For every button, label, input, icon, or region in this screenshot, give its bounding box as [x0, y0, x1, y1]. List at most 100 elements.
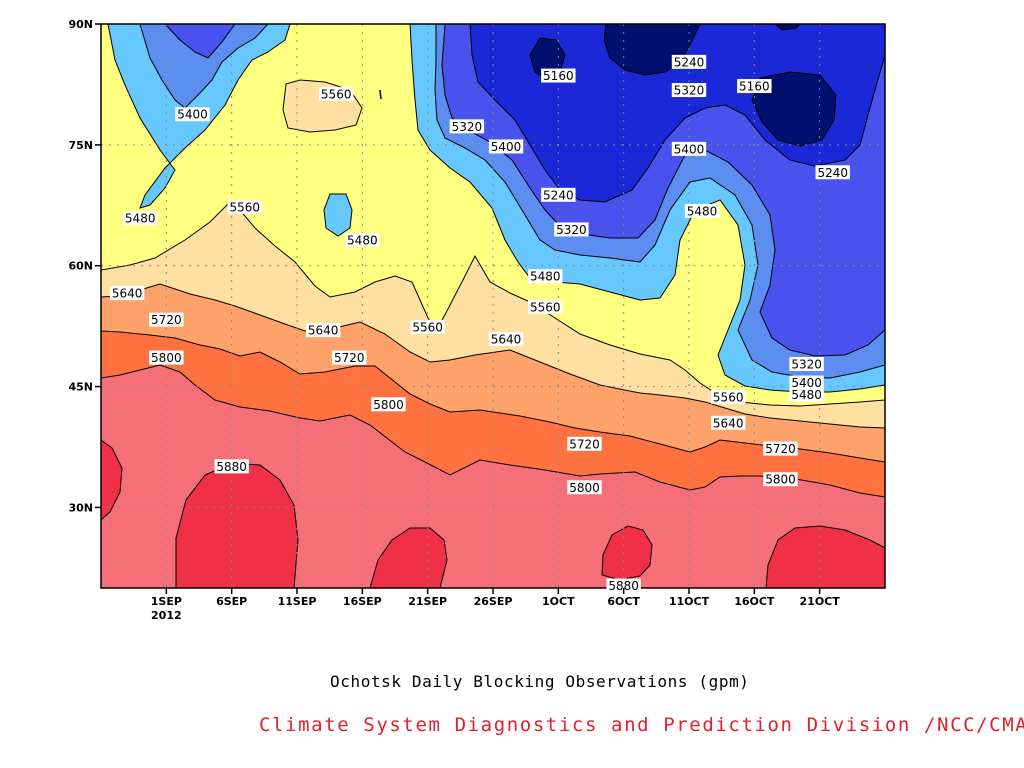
contour-label: 5880 [608, 579, 639, 593]
chart-title: Ochotsk Daily Blocking Observations (gpm… [330, 672, 750, 691]
contour-detail [379, 89, 382, 100]
x-tick-label: 26SEP [474, 595, 513, 608]
contour-label: 5480 [530, 270, 561, 284]
contour-label: 5160 [739, 80, 770, 94]
contour-label-box [737, 79, 772, 94]
contour-label-box [567, 480, 602, 495]
contour-label-box [763, 472, 798, 487]
contour-fills [101, 24, 885, 588]
contour-label-box [789, 375, 824, 390]
x-tick-label: 16SEP [343, 595, 382, 608]
contour-label: 5480 [347, 233, 378, 247]
x-tick-label: 1SEP [151, 595, 182, 608]
contour-label-box [554, 222, 589, 237]
fill-5160-5240 [469, 24, 885, 203]
credit-text: Climate System Diagnostics and Predictio… [259, 714, 1024, 736]
contour-label: 5400 [491, 140, 522, 154]
contour-label-box [305, 323, 341, 338]
contour-label-box [319, 87, 354, 102]
contour-label-box [332, 350, 367, 365]
contour-label: 5320 [452, 120, 483, 134]
contour-label-box [763, 441, 798, 456]
contour-label-box [711, 390, 746, 405]
x-tick-label: 11OCT [669, 595, 710, 608]
contour-labels: 5160 5240 5160 5320 5320 5400 5560 5400 5400 5240… [109, 54, 850, 593]
fill-above-5880 [601, 525, 653, 581]
contour-label: 5720 [569, 437, 600, 451]
contour-label: 5560 [713, 391, 744, 405]
contour-label: 5480 [687, 204, 718, 218]
x-tick-label: 6OCT [607, 595, 640, 608]
contour-label-box [541, 187, 576, 202]
x-tick-label: 21OCT [800, 595, 841, 608]
x-tick-label: 1OCT [542, 595, 575, 608]
contour-label: 5320 [791, 358, 822, 372]
contour-label-box [671, 83, 707, 98]
contour-label-box [789, 387, 824, 402]
contour-label: 5240 [817, 166, 848, 180]
contour-label-box [815, 165, 850, 180]
contour-label-box [684, 203, 720, 218]
x-tick-label: 16OCT [734, 595, 775, 608]
contour-label-box [410, 319, 445, 334]
contour-label: 5800 [569, 481, 600, 495]
contour-label-box [149, 350, 184, 365]
contour-label: 5160 [543, 69, 574, 83]
contour-label-box [528, 299, 563, 314]
contour-label-box [149, 312, 184, 327]
fill-above-5880 [369, 527, 448, 588]
contour-label: 5640 [491, 333, 522, 347]
contour-label: 5400 [177, 108, 208, 122]
contour-label: 5640 [112, 287, 143, 301]
y-tick-label: 45N [68, 381, 93, 394]
fill-5240-5320 [164, 24, 236, 59]
contour-label-box [541, 68, 576, 83]
contour-label-box [175, 107, 210, 122]
fill-above-5880 [175, 462, 299, 588]
contour-label: 5720 [334, 351, 365, 365]
x-year-label: 2012 [151, 609, 182, 622]
fill-5400-5480 [323, 193, 353, 237]
contour-label-box [671, 141, 707, 156]
contour-label: 5880 [216, 460, 247, 474]
contour-label-box [227, 199, 262, 214]
y-axis: 30N 45N 60N 75N 90N [68, 18, 101, 514]
contour-label-box [789, 357, 824, 372]
contour-label-box [109, 286, 145, 301]
contour-label: 5720 [765, 442, 796, 456]
y-tick-label: 75N [68, 139, 93, 152]
contour-label-box [371, 397, 406, 412]
x-tick-label: 21SEP [408, 595, 447, 608]
contour-label-box [528, 269, 563, 284]
contour-label: 5320 [674, 84, 705, 98]
contour-label: 5480 [791, 388, 822, 402]
fill-5320-5400 [139, 24, 269, 109]
x-tick-label: 6SEP [216, 595, 247, 608]
contour-label-box [567, 436, 602, 451]
fill-below-5160 [774, 24, 801, 31]
contour-label-box [123, 211, 158, 226]
contour-label: 5240 [674, 55, 705, 69]
contour-label: 5240 [543, 188, 574, 202]
x-tick-label: 11SEP [278, 595, 317, 608]
contour-label-box [711, 415, 746, 430]
contour-label: 5480 [125, 212, 156, 226]
contour-label: 5560 [412, 320, 443, 334]
contour-label-box [606, 578, 641, 593]
contour-label: 5400 [674, 142, 705, 156]
contour-label: 5640 [308, 324, 339, 338]
x-axis: 1SEP 6SEP 11SEP 16SEP 21SEP 26SEP 1OCT 6OCT 11OC… [151, 588, 841, 622]
contour-label-box [214, 459, 249, 474]
contour-label: 5560 [530, 300, 561, 314]
contour-label: 5640 [713, 416, 744, 430]
contour-label: 5560 [229, 200, 260, 214]
contour-label-box [449, 119, 485, 134]
contour-label: 5400 [791, 376, 822, 390]
contour-label-box [488, 332, 524, 347]
fill-above-5880 [765, 525, 885, 588]
fill-above-5880 [101, 439, 123, 521]
contour-label-box [488, 139, 524, 154]
contour-label: 5800 [373, 398, 404, 412]
contour-label: 5800 [151, 351, 182, 365]
